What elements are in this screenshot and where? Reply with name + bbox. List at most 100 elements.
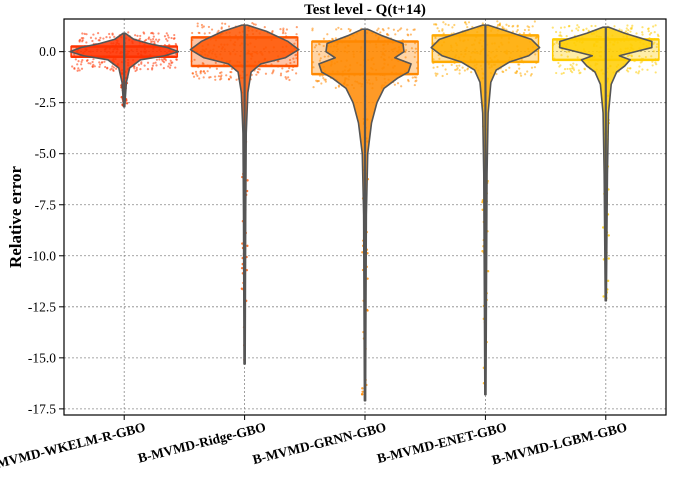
data-point xyxy=(625,27,628,30)
data-point xyxy=(642,57,645,60)
data-point xyxy=(393,83,396,86)
data-point xyxy=(143,64,146,67)
data-point xyxy=(515,30,518,33)
data-point xyxy=(156,40,160,43)
data-point xyxy=(466,25,469,29)
data-point xyxy=(635,71,638,74)
data-point xyxy=(501,25,504,28)
data-point xyxy=(653,31,656,34)
data-point xyxy=(575,27,578,30)
data-point xyxy=(640,57,643,60)
data-point xyxy=(292,65,295,69)
data-point xyxy=(409,33,412,36)
data-point xyxy=(111,65,114,68)
data-point xyxy=(537,35,540,38)
data-point xyxy=(442,21,445,24)
data-point xyxy=(83,32,86,36)
data-point xyxy=(74,55,78,59)
data-point xyxy=(648,33,651,36)
data-point xyxy=(524,73,527,76)
data-point xyxy=(337,84,340,87)
data-point xyxy=(366,277,369,280)
data-point xyxy=(335,28,338,31)
data-point xyxy=(99,63,102,66)
data-point xyxy=(175,58,178,61)
data-point xyxy=(637,72,640,75)
data-point xyxy=(150,40,153,44)
data-point xyxy=(111,33,114,36)
data-point xyxy=(136,34,139,37)
data-point xyxy=(220,27,223,30)
data-point xyxy=(73,67,76,70)
data-point xyxy=(551,44,555,47)
data-point xyxy=(89,62,92,65)
data-point xyxy=(162,60,166,64)
data-point xyxy=(263,25,266,29)
data-point xyxy=(312,66,315,69)
data-point xyxy=(466,67,470,70)
data-point xyxy=(657,57,660,61)
data-point xyxy=(613,25,616,28)
data-point xyxy=(628,53,631,57)
data-point xyxy=(257,68,260,71)
data-point xyxy=(583,68,587,71)
data-point xyxy=(192,75,196,78)
data-point xyxy=(441,64,444,67)
data-point xyxy=(436,72,439,75)
data-point xyxy=(166,34,169,37)
data-point xyxy=(169,64,172,67)
data-point xyxy=(555,41,558,44)
data-point xyxy=(481,22,484,25)
data-point xyxy=(646,68,649,71)
data-point xyxy=(92,58,95,61)
data-point xyxy=(392,28,395,31)
data-point xyxy=(647,27,650,30)
data-point xyxy=(168,62,171,65)
data-point xyxy=(411,76,414,79)
data-point xyxy=(173,33,176,37)
data-point xyxy=(202,76,205,79)
data-point xyxy=(169,59,172,62)
data-point xyxy=(504,69,508,72)
data-point xyxy=(203,72,207,75)
data-point xyxy=(80,60,83,63)
data-point xyxy=(127,31,130,34)
data-point xyxy=(284,32,287,35)
data-point xyxy=(522,32,526,35)
data-point xyxy=(560,72,563,75)
data-point xyxy=(638,70,641,73)
data-point xyxy=(168,43,171,46)
data-point xyxy=(527,26,531,29)
data-point xyxy=(379,31,382,34)
data-point xyxy=(165,32,168,35)
data-point xyxy=(288,67,291,70)
data-point xyxy=(501,70,504,73)
data-point xyxy=(414,51,417,54)
data-point xyxy=(77,67,80,70)
data-point xyxy=(295,38,298,42)
data-point xyxy=(155,38,158,41)
data-point xyxy=(108,32,111,36)
x-tick-label: B-MVMD-WKELM-R-GBO xyxy=(0,419,147,474)
data-point xyxy=(570,29,574,32)
data-point xyxy=(503,27,506,30)
data-point xyxy=(555,71,558,75)
data-point xyxy=(636,58,639,61)
data-point xyxy=(155,64,158,67)
data-point xyxy=(113,35,116,38)
data-point xyxy=(634,59,637,62)
data-point xyxy=(377,27,380,30)
data-point xyxy=(115,67,118,70)
data-point xyxy=(461,66,464,69)
data-point xyxy=(413,83,416,87)
data-point xyxy=(337,26,340,29)
data-point xyxy=(445,72,449,76)
data-point xyxy=(651,60,654,63)
data-point xyxy=(311,29,314,32)
violin-2 xyxy=(189,21,300,365)
data-point xyxy=(650,31,653,35)
data-point xyxy=(558,65,561,68)
data-point xyxy=(208,66,212,69)
data-point xyxy=(576,24,579,27)
data-point xyxy=(449,60,452,63)
